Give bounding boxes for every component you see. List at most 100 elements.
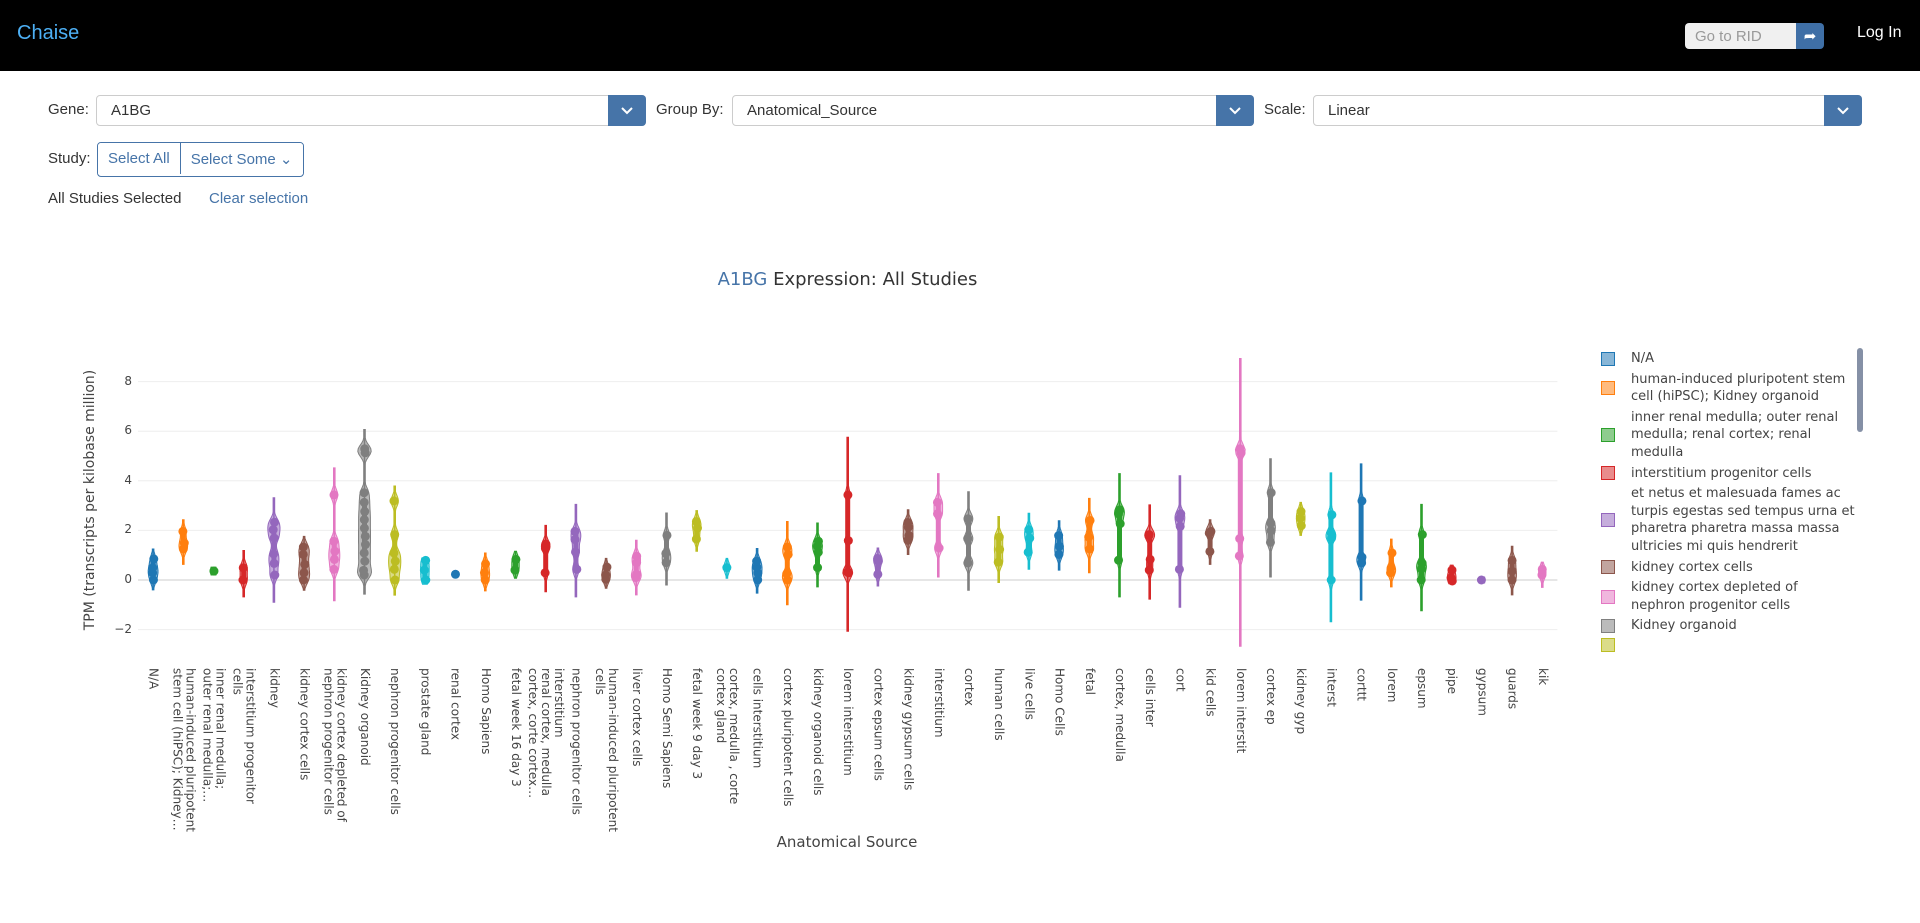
y-tick-label: 8 [92,374,132,388]
legend-scrollbar[interactable] [1857,348,1863,432]
legend-item[interactable]: kidney cortex cells [1595,559,1855,577]
data-point [541,568,550,577]
legend-label: kidney cortex cells [1631,559,1855,577]
x-tick-label: kidney gypsum cells [902,668,915,790]
x-tick-label: cort [1173,668,1186,692]
data-point [149,554,158,563]
legend-swatch [1601,513,1615,527]
x-tick-label: cortex ep [1264,668,1277,725]
x-tick-label: nephron progenitor cells [569,668,582,815]
data-point [1357,553,1366,562]
legend-label: et netus et malesuada fames ac turpis eg… [1631,485,1855,555]
data-point [783,543,792,552]
x-tick-label: N/A [147,668,160,689]
data-point [1538,565,1547,574]
data-point [360,498,369,507]
x-tick-label: kid cells [1204,668,1217,717]
x-tick-label: human-induced pluripotent cells [593,668,619,832]
legend-label: kidney cortex depleted of nephron progen… [1631,579,1855,614]
x-axis-title: Anatomical Source [777,833,918,851]
legend-item[interactable]: et netus et malesuada fames ac turpis eg… [1595,485,1855,555]
x-tick-label: cortex epsum cells [871,668,884,781]
data-point [481,559,490,568]
data-point [390,565,399,574]
legend-item[interactable]: Kidney organoid [1595,617,1855,635]
x-tick-label: Homo Sapiens [479,668,492,754]
legend-label: Kidney organoid [1631,617,1855,635]
data-point [1266,538,1275,547]
x-tick-label: nephron progenitor cells [388,668,401,815]
data-point [1327,576,1336,585]
data-point [510,566,519,575]
legend-item[interactable]: interstitium progenitor cells [1595,465,1855,483]
data-point [661,549,670,558]
violin-box [936,502,941,548]
data-point [963,558,972,567]
data-point [1235,444,1244,453]
legend-item[interactable]: inner renal medulla; outer renal medulla… [1595,409,1855,462]
data-point [1235,551,1244,560]
data-point [782,569,791,578]
data-point [238,576,247,585]
data-point [1387,563,1396,572]
data-point [873,554,882,563]
legend-label: inner renal medulla; outer renal medulla… [1631,409,1855,462]
data-point [1025,534,1034,543]
data-point [632,552,641,561]
x-tick-label: kik [1536,668,1549,685]
x-tick-label: fetal week 9 day 3 [690,668,703,779]
data-point [572,565,581,574]
data-point [1024,548,1033,557]
x-tick-label: live cells [1022,668,1035,720]
data-point [1176,509,1185,518]
data-point [1508,567,1517,576]
data-point [1266,519,1275,528]
data-point [330,555,339,564]
data-point [1508,556,1517,565]
data-point [329,490,338,499]
data-point [1235,534,1244,543]
legend-label: N/A [1631,350,1855,368]
x-tick-label: cortex [962,668,975,706]
data-point [994,558,1003,567]
data-point [662,558,671,567]
legend-label: human-induced pluripotent stem cell (hiP… [1631,371,1855,406]
legend: N/A human-induced pluripotent stem cell (… [1595,350,1855,666]
x-tick-label: cells interstitium [751,668,764,768]
x-tick-label: corttt [1355,668,1368,701]
legend-item[interactable]: human-induced pluripotent stem cell (hiP… [1595,371,1855,406]
data-point [360,524,369,533]
x-tick-label: cortex, medulla , corte cortex gland [714,668,740,804]
y-tick-label: 6 [92,423,132,437]
data-point [239,563,248,572]
legend-item[interactable]: N/A [1595,350,1855,368]
data-point [1205,547,1214,556]
data-point [1418,530,1427,539]
legend-swatch [1601,352,1615,366]
data-point [360,444,369,453]
data-point [451,570,460,579]
data-point [1508,576,1517,585]
data-point [1297,507,1306,516]
data-point [692,517,701,526]
data-point [632,570,641,579]
data-point [1477,576,1486,585]
x-tick-label: interst [1324,668,1337,707]
data-point [933,509,942,518]
data-point [360,515,369,524]
x-tick-label: gypsum [1475,668,1488,716]
x-tick-label: fetal week 16 day 3 [509,668,522,787]
data-point [389,548,398,557]
data-point [602,563,611,572]
data-point [270,534,279,543]
data-point [420,566,429,575]
legend-item[interactable]: kidney cortex depleted of nephron progen… [1595,579,1855,614]
data-point [933,498,942,507]
data-point [300,568,309,577]
data-point [300,560,309,569]
data-point [1206,527,1215,536]
x-tick-label: Homo Semi Sapiens [660,668,673,788]
legend-item[interactable] [1595,638,1855,652]
data-point [1055,542,1064,551]
data-point [178,527,187,536]
